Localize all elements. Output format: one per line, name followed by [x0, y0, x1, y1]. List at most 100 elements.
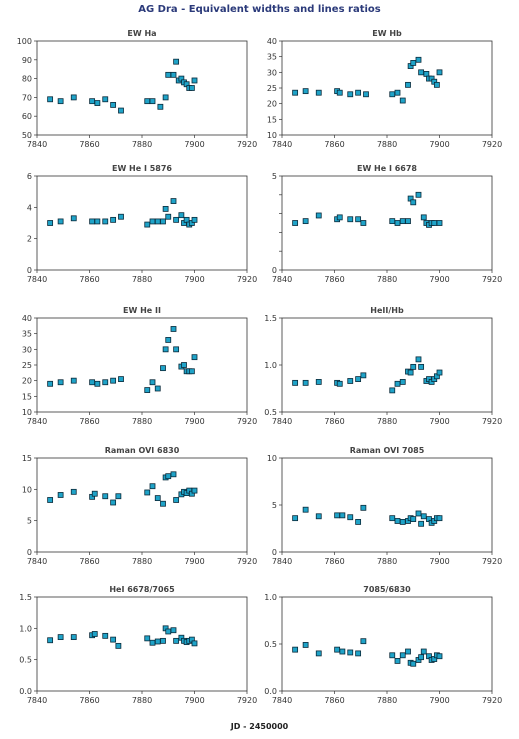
- data-point: [47, 220, 54, 226]
- y-tick-label: 100: [17, 37, 32, 46]
- y-tick-label: 0.5: [19, 656, 32, 665]
- data-point: [339, 512, 346, 519]
- data-point: [188, 85, 195, 91]
- data-point: [154, 638, 161, 645]
- x-tick-label: 7900: [429, 140, 449, 149]
- data-point: [418, 363, 425, 370]
- x-tick-label: 7880: [132, 557, 152, 566]
- data-point: [70, 488, 77, 495]
- x-tick-label: 7860: [324, 417, 344, 426]
- panel-7085-6830: 7085/6830 7840 7860 7880 7900 7920 0.0 0.5 1.0: [264, 585, 502, 705]
- data-point: [144, 387, 151, 393]
- data-point: [389, 91, 396, 98]
- data-point: [407, 369, 414, 376]
- data-point: [170, 627, 177, 634]
- data-point: [47, 380, 54, 387]
- x-tick-label: 7860: [79, 417, 99, 426]
- y-tick-label: 10: [267, 454, 277, 463]
- plot-frame: [36, 40, 248, 136]
- data-point: [436, 515, 443, 522]
- x-tick-label: 7880: [377, 557, 397, 566]
- x-tick-label: 7880: [377, 696, 397, 705]
- data-point: [149, 379, 156, 386]
- x-tick-label: 7840: [27, 557, 47, 566]
- panel-title: EW He I 5876: [112, 164, 172, 173]
- plot-frame: [36, 175, 248, 271]
- panel-title: EW He II: [123, 306, 161, 315]
- y-tick-label: 15: [267, 115, 277, 124]
- x-tick-label: 7920: [482, 696, 502, 705]
- data-point: [302, 379, 309, 386]
- data-point: [389, 387, 396, 394]
- x-tick-label: 7840: [27, 696, 47, 705]
- data-point: [347, 216, 354, 223]
- y-tick-label: 40: [22, 314, 32, 323]
- data-point: [94, 380, 101, 387]
- x-tick-label: 7840: [272, 696, 292, 705]
- data-point: [102, 218, 109, 225]
- data-point: [420, 648, 427, 655]
- data-point: [70, 94, 77, 101]
- panel-title: EW He I 6678: [357, 164, 417, 173]
- data-point: [70, 215, 77, 222]
- panel-ew-hb: EW Hb 7840 7860 7880 7900 7920 10 15 20 25 30 35 40: [267, 29, 502, 149]
- y-tick-label: 10: [267, 131, 277, 140]
- data-point: [160, 365, 166, 372]
- data-point: [315, 89, 322, 96]
- y-tick-label: 5: [27, 517, 32, 526]
- data-point: [420, 513, 427, 520]
- data-point: [389, 515, 396, 522]
- data-point: [191, 77, 198, 84]
- data-point: [347, 91, 354, 98]
- panel-title: Raman OVI 7085: [350, 446, 425, 455]
- x-tick-label: 7860: [324, 557, 344, 566]
- data-point: [302, 642, 309, 648]
- x-axis-label: JD - 2450000: [230, 722, 289, 731]
- data-point: [360, 372, 367, 379]
- data-point: [110, 216, 117, 223]
- y-tick-label: 0: [27, 266, 32, 275]
- x-tick-label: 7880: [377, 275, 397, 284]
- x-tick-label: 7920: [482, 275, 502, 284]
- y-tick-label: 0: [27, 548, 32, 557]
- x-tick-label: 7840: [27, 140, 47, 149]
- plot-frame: [281, 175, 493, 271]
- data-point: [162, 346, 169, 353]
- y-tick-label: 0: [272, 548, 277, 557]
- data-point: [292, 89, 299, 96]
- data-point: [57, 379, 64, 386]
- x-tick-label: 7860: [79, 696, 99, 705]
- data-point: [89, 98, 96, 105]
- panel-ew-he-ii: EW He II 7840 7860 7880 7900 7920 10 15 20 25 30 35…: [22, 306, 257, 426]
- data-point: [191, 216, 198, 223]
- y-tick-label: 0.5: [264, 640, 277, 649]
- data-point: [302, 88, 309, 95]
- data-point: [315, 212, 322, 219]
- x-tick-label: 7840: [272, 275, 292, 284]
- data-point: [360, 638, 367, 645]
- data-point: [360, 220, 367, 226]
- y-tick-label: 20: [22, 377, 32, 386]
- data-point: [165, 628, 172, 635]
- data-point: [336, 380, 343, 387]
- panel-hei-6678-7065: HeI 6678/7065 7840 7860 7880 7900 7920 0.0 0.5 1…: [19, 585, 257, 705]
- y-tick-label: 50: [22, 131, 32, 140]
- data-point: [178, 212, 185, 219]
- x-tick-label: 7880: [377, 140, 397, 149]
- y-tick-label: 25: [267, 84, 277, 93]
- data-point: [154, 385, 161, 392]
- data-point: [418, 520, 425, 527]
- data-point: [149, 218, 156, 225]
- y-tick-label: 1.0: [19, 624, 32, 633]
- data-point: [102, 379, 109, 386]
- data-point: [399, 218, 406, 225]
- data-point: [415, 510, 422, 517]
- figure-title: AG Dra - Equivalent widths and lines rat…: [138, 4, 381, 15]
- data-point: [115, 642, 122, 649]
- data-point: [165, 71, 172, 78]
- panel-raman-ovi-7085: Raman OVI 7085 7840 7860 7880 7900 7920 0 5 10: [267, 446, 502, 566]
- data-point: [149, 98, 156, 105]
- data-point: [165, 337, 172, 343]
- x-tick-label: 7880: [132, 417, 152, 426]
